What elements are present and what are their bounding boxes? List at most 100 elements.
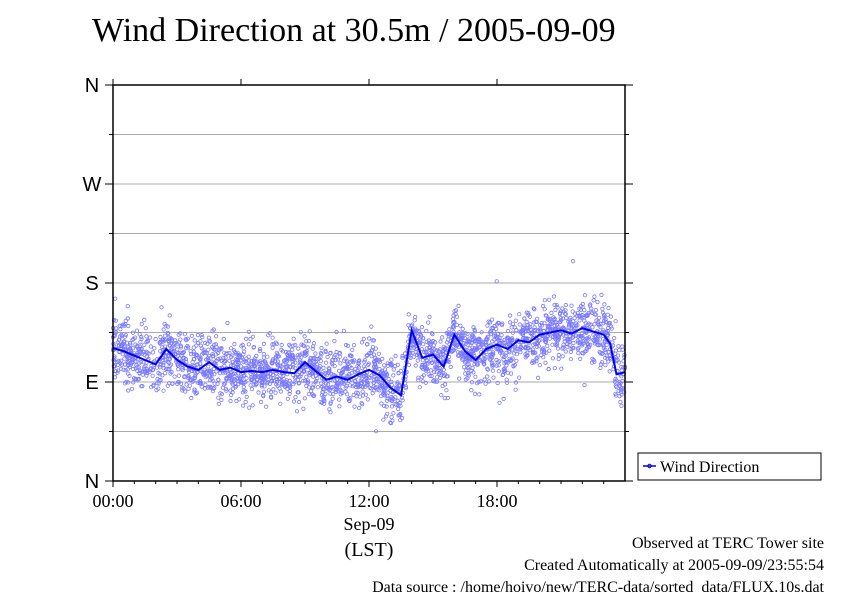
scatter-point (442, 373, 447, 378)
scatter-point (603, 362, 608, 368)
scatter-point (565, 341, 570, 347)
scatter-point (422, 350, 427, 355)
scatter-point (556, 336, 561, 341)
scatter-point (582, 315, 587, 320)
scatter-point (495, 380, 500, 386)
scatter-point (460, 326, 465, 331)
scatter-point (604, 329, 609, 334)
scatter-point (142, 317, 147, 322)
scatter-point (244, 360, 249, 365)
scatter-point (419, 324, 424, 330)
scatter-point (499, 332, 504, 338)
scatter-point (351, 359, 356, 365)
scatter-point (552, 302, 557, 308)
scatter-point (525, 325, 530, 331)
scatter-point (453, 345, 458, 350)
scatter-point (552, 323, 557, 328)
scatter-point (209, 368, 214, 373)
scatter-point (373, 429, 379, 434)
scatter-point (438, 370, 443, 375)
scatter-point (553, 307, 558, 312)
scatter-point (424, 328, 429, 334)
scatter-point (250, 334, 256, 339)
scatter-point (239, 358, 244, 363)
scatter-point (619, 364, 624, 370)
scatter-point (490, 339, 495, 344)
scatter-point (523, 336, 528, 341)
scatter-point (461, 364, 467, 370)
scatter-point (338, 361, 343, 366)
footer-source: Data source : /home/hoivo/new/TERC-data/… (372, 579, 824, 595)
scatter-point (131, 359, 136, 364)
scatter-point (189, 351, 194, 357)
scatter-point (144, 334, 149, 339)
scatter-point (539, 323, 545, 328)
scatter-point (140, 372, 145, 377)
scatter-point (274, 376, 280, 382)
scatter-point (578, 356, 583, 361)
scatter-point (191, 356, 196, 362)
scatter-point (540, 347, 545, 352)
scatter-point (569, 303, 574, 308)
scatter-point (162, 337, 167, 342)
scatter-point (252, 358, 257, 363)
scatter-point (198, 356, 203, 361)
scatter-point (261, 355, 266, 360)
scatter-point (224, 377, 229, 382)
scatter-point (198, 379, 203, 384)
scatter-point (534, 341, 540, 347)
scatter-point (372, 361, 377, 366)
scatter-point (148, 344, 153, 349)
footer-created: Created Automatically at 2005-09-09/23:5… (524, 557, 824, 574)
scatter-point (293, 342, 298, 348)
scatter-point (143, 326, 148, 331)
scatter-point (328, 391, 333, 396)
scatter-point (175, 380, 181, 385)
scatter-point (161, 388, 166, 393)
scatter-point (450, 324, 455, 330)
scatter-point (215, 381, 220, 386)
scatter-point (249, 386, 255, 392)
scatter-point (269, 379, 274, 384)
scatter-point (525, 353, 530, 358)
scatter-point (198, 361, 203, 366)
scatter-point (385, 396, 390, 401)
scatter-point (379, 383, 384, 388)
scatter-point (592, 322, 597, 327)
scatter-point (325, 354, 330, 360)
scatter-point (315, 385, 320, 390)
scatter-point (382, 403, 387, 408)
scatter-point (517, 312, 522, 317)
scatter-point (180, 351, 185, 356)
scatter-point (290, 356, 295, 361)
scatter-point (601, 344, 606, 349)
scatter-point (223, 355, 228, 360)
scatter-point (162, 344, 167, 349)
scatter-point (265, 380, 270, 386)
scatter-point (554, 303, 559, 308)
scatter-point (179, 345, 184, 350)
scatter-point (590, 356, 595, 361)
scatter-point (329, 371, 334, 376)
scatter-point (432, 365, 438, 370)
scatter-point (556, 356, 561, 361)
scatter-point (271, 342, 276, 347)
scatter-point (424, 366, 429, 371)
scatter-point (510, 336, 515, 341)
scatter-point (396, 386, 401, 391)
scatter-point (442, 395, 447, 401)
scatter-point (317, 366, 322, 371)
scatter-point (393, 402, 398, 407)
scatter-point (534, 331, 539, 337)
scatter-point (371, 380, 377, 385)
scatter-point (263, 366, 268, 371)
scatter-point (491, 375, 496, 380)
scatter-point (510, 338, 515, 343)
scatter-point (319, 345, 324, 351)
scatter-point (126, 358, 131, 364)
scatter-point (293, 355, 298, 360)
scatter-point (232, 341, 237, 347)
scatter-point (184, 382, 189, 387)
scatter-point (330, 396, 335, 401)
scatter-point (570, 309, 575, 314)
